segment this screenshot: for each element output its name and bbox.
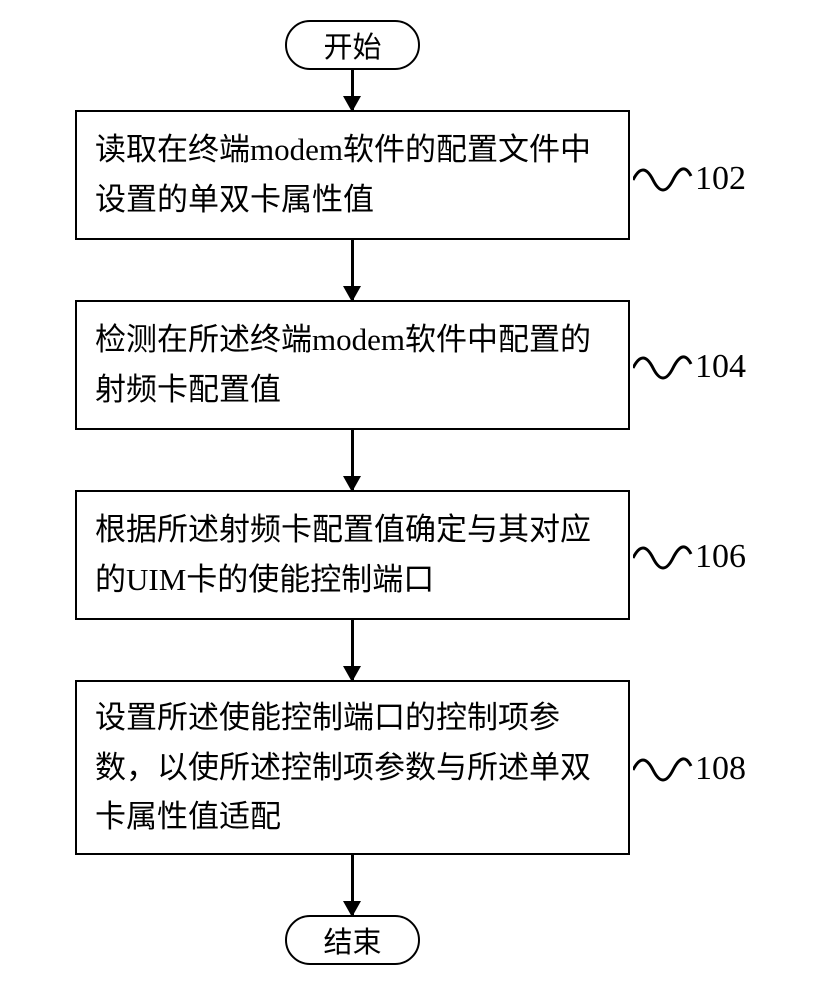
terminator-end: 结束	[285, 915, 420, 965]
process-step-106: 根据所述射频卡配置值确定与其对应的UIM卡的使能控制端口	[75, 490, 630, 620]
step-label-102: 102	[695, 160, 746, 198]
flowchart-container: 开始 读取在终端modem软件的配置文件中设置的单双卡属性值 102 检测在所述…	[0, 0, 835, 1000]
step-106-text: 根据所述射频卡配置值确定与其对应的UIM卡的使能控制端口	[95, 505, 610, 604]
arrow-1	[351, 70, 354, 110]
arrow-2	[351, 240, 354, 300]
step-108-text: 设置所述使能控制端口的控制项参数，以使所述控制项参数与所述单双卡属性值适配	[95, 693, 610, 842]
step-102-text: 读取在终端modem软件的配置文件中设置的单双卡属性值	[95, 125, 610, 224]
squiggle-102	[633, 150, 695, 210]
squiggle-106	[633, 528, 695, 588]
terminator-end-label: 结束	[323, 919, 381, 961]
process-step-108: 设置所述使能控制端口的控制项参数，以使所述控制项参数与所述单双卡属性值适配	[75, 680, 630, 855]
step-label-108: 108	[695, 750, 746, 788]
process-step-104: 检测在所述终端modem软件中配置的射频卡配置值	[75, 300, 630, 430]
terminator-start: 开始	[285, 20, 420, 70]
step-label-106: 106	[695, 538, 746, 576]
arrow-5	[351, 855, 354, 915]
arrow-4	[351, 620, 354, 680]
squiggle-108	[633, 740, 695, 800]
step-label-104: 104	[695, 348, 746, 386]
arrow-3	[351, 430, 354, 490]
squiggle-104	[633, 338, 695, 398]
terminator-start-label: 开始	[323, 24, 381, 66]
process-step-102: 读取在终端modem软件的配置文件中设置的单双卡属性值	[75, 110, 630, 240]
step-104-text: 检测在所述终端modem软件中配置的射频卡配置值	[95, 315, 610, 414]
